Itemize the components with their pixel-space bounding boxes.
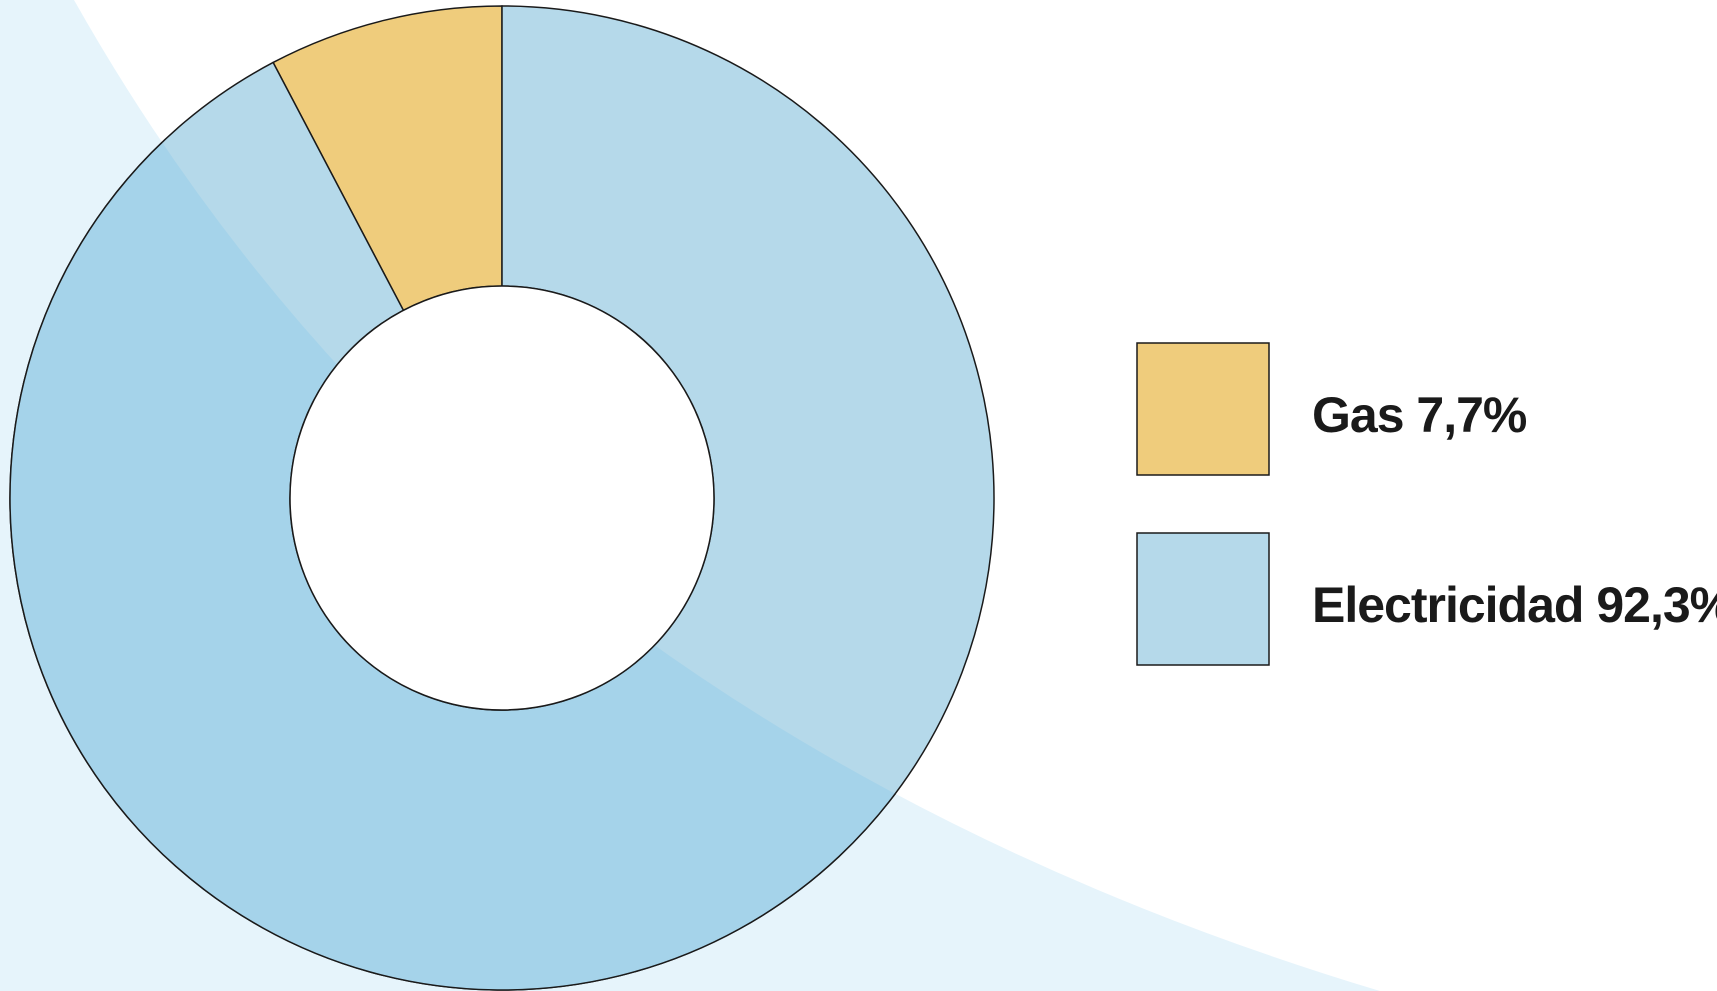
legend-swatch-gas — [1136, 342, 1270, 476]
legend-label-gas: Gas 7,7% — [1312, 387, 1527, 443]
legend-label-electricidad: Electricidad 92,3% — [1312, 577, 1717, 633]
legend: Gas 7,7% Electricidad 92,3% — [1136, 342, 1717, 666]
donut-hole — [289, 285, 715, 711]
legend-swatch-electricidad — [1136, 532, 1270, 666]
